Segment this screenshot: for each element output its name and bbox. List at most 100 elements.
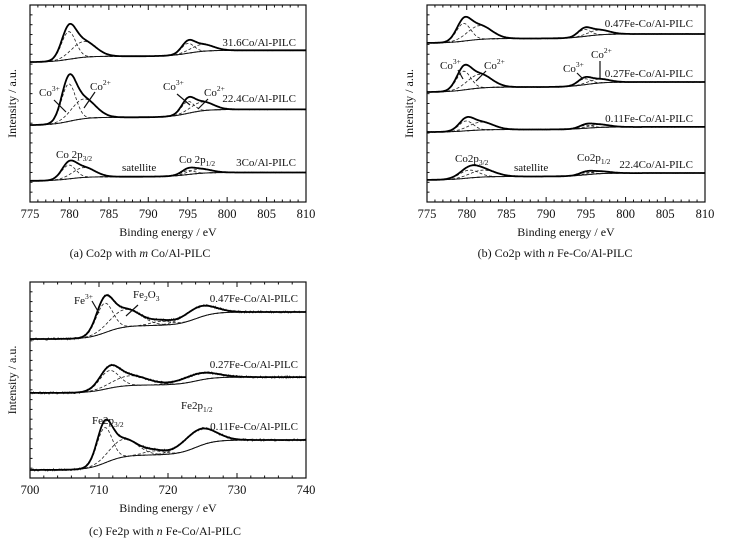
- panel-b-co2p-n-feco: 775 780 785 790 795 800 805 810 Binding energy /…: [402, 4, 715, 260]
- fit-envelope-line: [427, 116, 705, 133]
- fit-envelope-line: [30, 73, 306, 126]
- spectrum-series: 22.4Co/Al-PILC: [426, 159, 706, 181]
- x-axis-label: Binding energy / eV: [119, 225, 217, 239]
- annotation-co2p12: Co2p1/2: [577, 152, 611, 166]
- series-label: 0.47Fe-Co/Al-PILC: [605, 18, 693, 30]
- annotation-co2plus-right: Co2+: [591, 46, 612, 61]
- arrow-co3plus-left: [53, 99, 67, 113]
- caption-text: Fe-Co/Al-PILC: [554, 246, 632, 260]
- x-tick-label: 785: [99, 207, 118, 221]
- x-tick-label: 780: [457, 207, 476, 221]
- x-tick-label: 720: [159, 483, 178, 497]
- fit-envelope-line: [30, 294, 306, 340]
- annotation-satellite: satellite: [514, 162, 548, 174]
- x-tick-label: 800: [218, 207, 237, 221]
- spectrum-series: 22.4Co/Al-PILC: [29, 73, 307, 126]
- background-line: [30, 108, 306, 126]
- series-label: 0.27Fe-Co/Al-PILC: [210, 359, 298, 371]
- fit-envelope-line: [30, 418, 306, 471]
- x-tick-label: 795: [178, 207, 197, 221]
- caption-variable: n: [157, 524, 163, 538]
- spectrum-series: 0.11Fe-Co/Al-PILC: [427, 113, 706, 133]
- x-tick-label: 795: [576, 207, 595, 221]
- x-tick-label: 790: [139, 207, 158, 221]
- x-tick-label: 805: [257, 207, 276, 221]
- annotation-co2p32: Co2p3/2: [455, 153, 489, 167]
- annotation-co3plus-left: Co3+: [440, 57, 461, 72]
- annotation-fe2o3: Fe2O3: [133, 289, 160, 303]
- x-tick-label: 700: [21, 483, 40, 497]
- series-label: 0.11Fe-Co/Al-PILC: [605, 113, 693, 125]
- arrows: [457, 61, 601, 82]
- arrow-co2plus-left: [475, 70, 487, 82]
- x-tick-label: 775: [418, 207, 437, 221]
- spectrum-series: 31.6Co/Al-PILC: [29, 22, 307, 63]
- annotation-co2plus-left: Co2+: [90, 78, 111, 93]
- spectrum-series: 0.27Fe-Co/Al-PILC: [426, 63, 706, 93]
- fit-envelope-line: [30, 23, 306, 63]
- y-axis-label: Intensity / a.u.: [402, 69, 416, 138]
- series-label: 22.4Co/Al-PILC: [222, 93, 296, 105]
- annotation-satellite: satellite: [122, 162, 156, 174]
- background-line: [30, 311, 306, 340]
- series-label: 22.4Co/Al-PILC: [619, 159, 693, 171]
- annotation-fe3plus: Fe3+: [74, 292, 93, 307]
- panel-b-annotations: Co2p3/2 satellite Co2p1/2 Co3+ Co2+ Co3+…: [440, 46, 612, 174]
- background-line: [30, 376, 306, 394]
- panel-caption: (c) Fe2p with n Fe-Co/Al-PILC: [89, 524, 241, 538]
- caption-text: (a) Co2p with: [70, 246, 140, 260]
- arrow-co2plus-right: [197, 98, 209, 110]
- x-axis-label: Binding energy / eV: [517, 225, 615, 239]
- y-axis-label: Intensity / a.u.: [5, 346, 19, 415]
- x-tick-label: 810: [696, 207, 715, 221]
- x-tick-label: 805: [656, 207, 675, 221]
- arrows: [91, 300, 139, 317]
- annotation-fe2p32: Fe2p3/2: [92, 415, 124, 429]
- x-tick-label: 710: [90, 483, 109, 497]
- panel-c-annotations: Fe3+ Fe2O3 Fe2p3/2 Fe2p1/2: [74, 289, 213, 429]
- arrow-co3plus-right: [576, 72, 584, 80]
- y-axis-label: Intensity / a.u.: [5, 69, 19, 138]
- spectrum-series: 3Co/Al-PILC: [29, 157, 306, 182]
- x-tick-label: 785: [497, 207, 516, 221]
- x-tick-label: 740: [297, 483, 316, 497]
- fit-component-peak: [426, 29, 705, 44]
- annotation-co3plus-left: Co3+: [39, 84, 60, 99]
- fit-component-peak: [427, 78, 705, 93]
- caption-variable: n: [548, 246, 554, 260]
- caption-text: Fe-Co/Al-PILC: [163, 524, 241, 538]
- spectrum-series: 0.11Fe-Co/Al-PILC: [29, 418, 307, 472]
- fit-envelope-line: [426, 15, 705, 44]
- fit-component-peak: [30, 308, 306, 340]
- arrow-co2plus-left: [83, 91, 96, 109]
- caption-variable: m: [139, 246, 148, 260]
- x-tick-label: 810: [297, 207, 316, 221]
- fit-envelope-line: [30, 364, 306, 394]
- panel-c-fe2p-n-feco: 700 710 720 730 740 Binding energy / eV Intens…: [5, 281, 316, 538]
- annotation-co3plus-right: Co3+: [163, 78, 184, 93]
- x-axis-label: Binding energy / eV: [119, 501, 217, 515]
- annotation-co-2p32: Co 2p3/2: [56, 149, 92, 163]
- spectrum-series: 0.47Fe-Co/Al-PILC: [29, 293, 307, 341]
- fit-component-peak: [30, 305, 306, 340]
- x-tick-label: 780: [60, 207, 79, 221]
- arrow-co3plus-left: [457, 69, 464, 80]
- series-label: 0.27Fe-Co/Al-PILC: [605, 68, 693, 80]
- x-tick-label: 790: [537, 207, 556, 221]
- fit-component-peak: [30, 302, 306, 340]
- annotation-co3plus-right: Co3+: [563, 60, 584, 75]
- panel-a-annotations: Co 2p3/2 satellite Co 2p1/2 Co3+ Co2+ Co…: [39, 78, 225, 174]
- fit-envelope-line: [427, 164, 705, 181]
- fit-component-peak: [30, 427, 306, 471]
- panel-a-co2p-m-co: 775 780 785 790 795 800 805 810 Binding energy /…: [5, 4, 316, 260]
- series-label: 3Co/Al-PILC: [236, 157, 296, 169]
- spectrum-series: 0.27Fe-Co/Al-PILC: [29, 359, 307, 395]
- arrows: [53, 91, 209, 113]
- annotation-fe2p12: Fe2p1/2: [181, 400, 213, 414]
- arrow-fe3plus: [91, 300, 100, 314]
- series-label: 31.6Co/Al-PILC: [222, 37, 296, 49]
- fit-envelope-line: [427, 63, 705, 93]
- fit-component-peak: [30, 101, 306, 126]
- x-tick-label: 800: [616, 207, 635, 221]
- panel-caption: (a) Co2p with m Co/Al-PILC: [70, 246, 211, 260]
